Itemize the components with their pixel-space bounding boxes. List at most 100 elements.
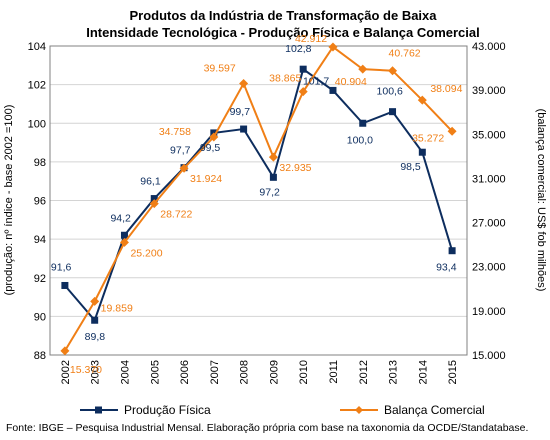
left-tick-label: 88 xyxy=(34,350,46,362)
right-tick-label: 43.000 xyxy=(472,41,506,53)
point-balanca xyxy=(209,132,219,142)
series-line-producao xyxy=(64,67,454,323)
legend-label-balanca: Balança Comercial xyxy=(384,403,485,417)
x-tick-label: 2013 xyxy=(388,360,400,384)
series-line-balanca xyxy=(64,45,453,352)
data-label-producao: 97,2 xyxy=(259,186,280,198)
data-label-producao: 94,2 xyxy=(110,212,131,224)
data-label-producao: 101,7 xyxy=(303,75,329,87)
legend-marker-producao xyxy=(95,406,102,414)
data-label-producao: 100,6 xyxy=(377,86,403,98)
data-label-producao: 102,8 xyxy=(285,43,311,55)
point-balanca xyxy=(447,126,457,136)
left-axis-ticks: 88 90 92 94 96 98 100 102 104 xyxy=(28,41,46,362)
x-tick-label: 2010 xyxy=(298,360,310,384)
left-axis-title: (produção: nº índice - base 2002 =100) xyxy=(3,105,15,296)
data-label-balanca: 39.597 xyxy=(204,63,236,75)
point-balanca xyxy=(298,87,308,97)
x-axis-ticks: 2002 2003 2004 2005 2006 2007 2008 2009 2010 2011… xyxy=(60,360,459,384)
data-label-balanca: 28.722 xyxy=(160,209,192,221)
data-label-producao: 93,4 xyxy=(436,262,457,274)
chart-subtitle: Intensidade Tecnológica - Produção Físic… xyxy=(86,25,480,40)
point-producao xyxy=(389,108,397,116)
data-label-producao: 98,5 xyxy=(400,161,421,173)
point-producao xyxy=(150,195,158,203)
legend-marker-balanca xyxy=(355,406,363,414)
point-balanca xyxy=(239,79,249,89)
point-balanca xyxy=(179,163,189,173)
point-balanca xyxy=(60,346,70,356)
point-producao xyxy=(120,231,128,239)
x-tick-label: 2012 xyxy=(358,360,370,384)
data-label-producao: 91,6 xyxy=(51,261,72,273)
left-tick-label: 100 xyxy=(28,118,46,130)
point-producao xyxy=(329,86,337,94)
legend: Produção Física Balança Comercial xyxy=(80,403,485,417)
data-label-balanca: 42.912 xyxy=(295,33,327,45)
right-tick-label: 27.000 xyxy=(472,218,506,230)
point-producao xyxy=(418,148,426,156)
point-balanca xyxy=(358,64,368,74)
right-tick-label: 15.000 xyxy=(472,350,506,362)
right-axis-ticks: 15.000 19.000 23.000 27.000 31.000 35.000 39.0… xyxy=(472,41,506,362)
point-producao xyxy=(61,281,69,289)
data-label-producao: 89,8 xyxy=(85,331,106,343)
point-balanca xyxy=(149,199,159,209)
plot-area-border xyxy=(49,45,468,356)
right-axis-title: (balança comercial: US$ fob milhões) xyxy=(535,109,547,292)
right-tick-label: 23.000 xyxy=(472,262,506,274)
series-layer xyxy=(60,42,457,356)
point-balanca xyxy=(268,152,278,162)
point-balanca xyxy=(417,95,427,105)
data-label-balanca: 25.200 xyxy=(130,247,162,259)
point-producao xyxy=(299,65,307,73)
x-tick-label: 2005 xyxy=(149,360,161,384)
data-label-balanca: 38.865 xyxy=(269,73,301,85)
data-label-producao: 99,7 xyxy=(230,106,251,118)
data-label-balanca: 40.762 xyxy=(389,48,421,60)
point-producao xyxy=(91,316,99,324)
point-balanca xyxy=(119,237,129,247)
point-producao xyxy=(240,125,248,133)
right-tick-label: 31.000 xyxy=(472,173,506,185)
data-label-balanca: 35.272 xyxy=(412,132,444,144)
data-label-producao: 97,7 xyxy=(170,145,191,157)
x-tick-label: 2004 xyxy=(119,360,131,384)
legend-label-producao: Produção Física xyxy=(124,403,211,417)
x-tick-label: 2003 xyxy=(90,360,102,384)
data-label-balanca: 40.904 xyxy=(335,76,367,88)
data-label-balanca: 34.758 xyxy=(159,126,191,138)
data-label-balanca: 38.094 xyxy=(430,83,462,95)
data-labels-layer: 91,6 89,8 94,2 96,1 97,7 99,5 99,7 97,2 102,8 101… xyxy=(51,33,463,376)
left-tick-label: 98 xyxy=(34,157,46,169)
x-tick-label: 2015 xyxy=(447,360,459,384)
left-tick-label: 90 xyxy=(34,311,46,323)
point-producao xyxy=(448,247,456,255)
x-tick-label: 2008 xyxy=(239,360,251,384)
right-tick-label: 39.000 xyxy=(472,85,506,97)
right-tick-label: 19.000 xyxy=(472,306,506,318)
left-tick-label: 92 xyxy=(34,273,46,285)
point-balanca xyxy=(328,42,338,52)
point-balanca xyxy=(388,66,398,76)
point-balanca xyxy=(90,296,100,306)
x-tick-label: 2002 xyxy=(60,360,72,384)
data-label-balanca: 15.370 xyxy=(70,364,102,376)
data-label-producao: 100,0 xyxy=(347,134,373,146)
x-tick-label: 2009 xyxy=(268,360,280,384)
chart-title: Produtos da Indústria de Transformação d… xyxy=(129,8,437,23)
data-label-balanca: 32.935 xyxy=(279,162,311,174)
x-tick-label: 2011 xyxy=(328,360,340,384)
x-tick-label: 2014 xyxy=(417,360,429,384)
x-tick-label: 2006 xyxy=(179,360,191,384)
data-label-balanca: 31.924 xyxy=(190,173,222,185)
x-tick-label: 2007 xyxy=(209,360,221,384)
source-note: Fonte: IBGE – Pesquisa Industrial Mensal… xyxy=(6,422,528,434)
point-producao xyxy=(269,173,277,181)
data-label-producao: 99,5 xyxy=(200,142,221,154)
left-tick-label: 96 xyxy=(34,196,46,208)
legend-item-balanca: Balança Comercial xyxy=(340,403,485,417)
point-producao xyxy=(359,119,367,127)
left-tick-label: 94 xyxy=(34,234,46,246)
